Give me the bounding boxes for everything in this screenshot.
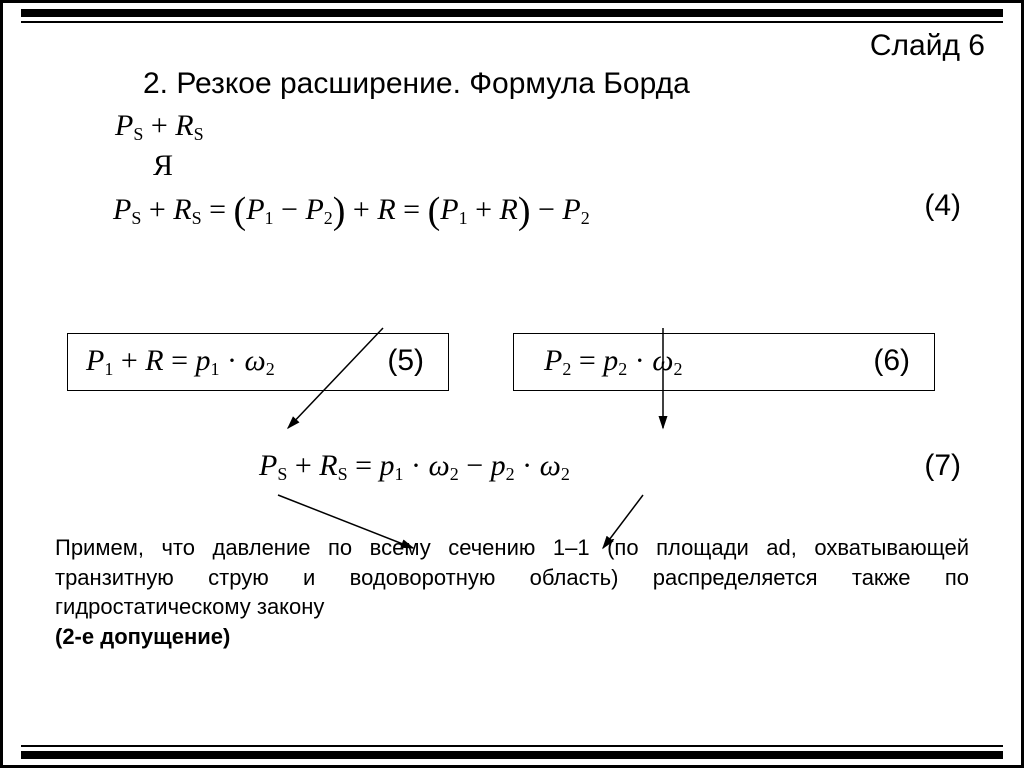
equation-4: PS + RS = (P1 − P2) + R = (P1 + R) − P2 (113, 189, 590, 233)
equation-4-tag: (4) (924, 189, 961, 223)
equation-b: Я (153, 149, 173, 183)
paragraph-text: Примем, что давление по всему сечению 1–… (55, 535, 969, 619)
equation-5-tag: (5) (387, 344, 424, 378)
assumption: (2-е допущение) (55, 624, 230, 649)
paragraph: Примем, что давление по всему сечению 1–… (55, 533, 969, 652)
equation-6: P2 = p2 · ω2 (544, 344, 682, 380)
equation-5: P1 + R = p1 · ω2 (86, 344, 275, 380)
equation-a: PS + RS (115, 109, 204, 145)
content-area: PS + RS Я PS + RS = (P1 − P2) + R = (P1 … (3, 103, 1021, 765)
equation-5-box: P1 + R = p1 · ω2 (5) (67, 333, 449, 391)
equation-6-tag: (6) (873, 344, 910, 378)
equation-7-tag: (7) (924, 449, 961, 483)
equation-6-box: P2 = p2 · ω2 (6) (513, 333, 935, 391)
section-title: 2. Резкое расширение. Формула Борда (143, 67, 690, 101)
slide-number: Слайд 6 (870, 29, 985, 63)
top-rule (21, 9, 1003, 23)
slide-frame: Слайд 6 2. Резкое расширение. Формула Бо… (0, 0, 1024, 768)
equation-7: PS + RS = p1 · ω2 − p2 · ω2 (259, 449, 570, 485)
